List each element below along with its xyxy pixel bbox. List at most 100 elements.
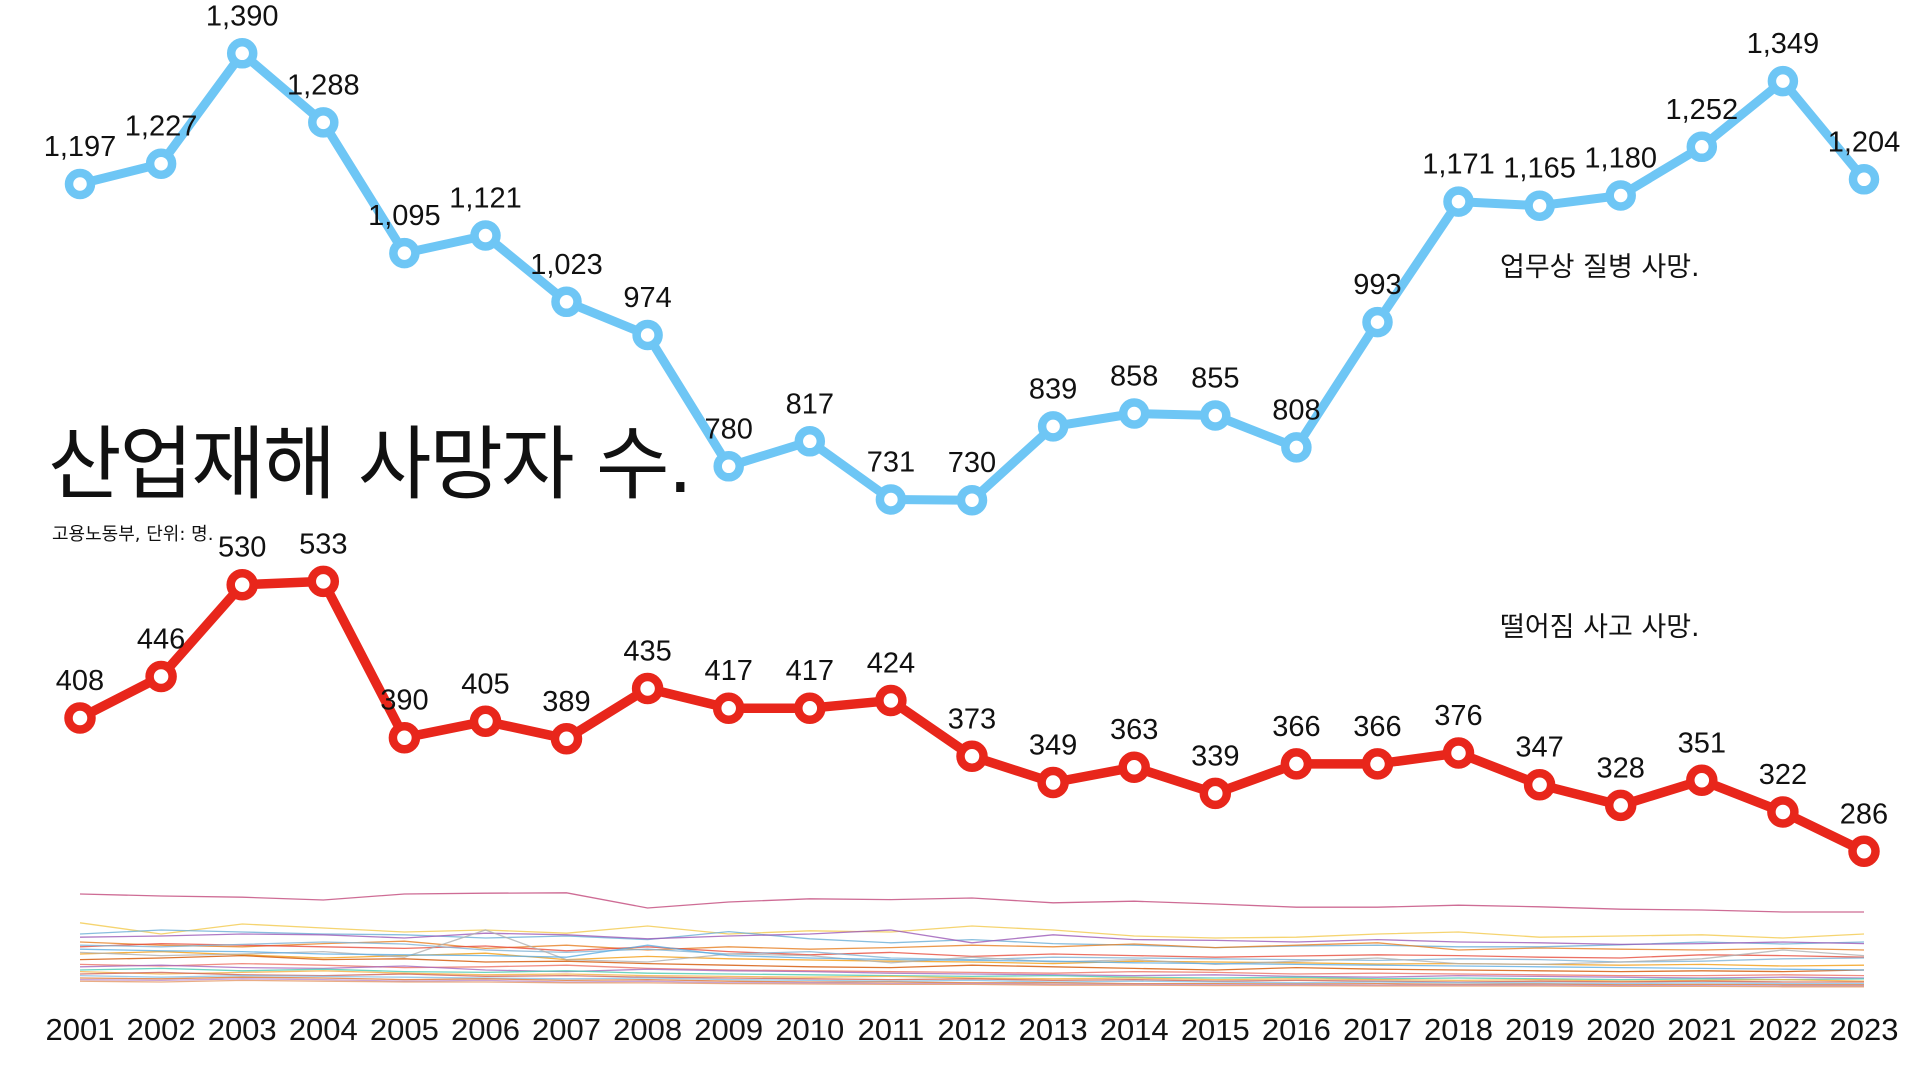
data-label: 366 <box>1353 711 1401 743</box>
data-label: 373 <box>948 703 996 735</box>
data-label: 435 <box>623 636 671 668</box>
data-label: 1,349 <box>1747 28 1820 60</box>
background-lines <box>79 892 1865 988</box>
data-point <box>388 721 421 754</box>
data-point <box>1118 751 1150 783</box>
background-line <box>79 942 1865 959</box>
data-label: 1,197 <box>44 131 117 163</box>
data-point <box>307 565 340 598</box>
background-line <box>79 967 1865 981</box>
background-line <box>79 929 1865 946</box>
data-label: 363 <box>1110 714 1158 746</box>
data-label: 1,180 <box>1584 143 1657 175</box>
data-label: 405 <box>461 668 509 700</box>
x-tick-label: 2022 <box>1748 1012 1817 1047</box>
background-line <box>79 950 1865 967</box>
background-line <box>79 970 1865 982</box>
x-tick-label: 2002 <box>127 1012 196 1047</box>
data-point <box>145 148 177 179</box>
x-tick-label: 2007 <box>532 1012 601 1047</box>
x-tick-label: 2017 <box>1343 1012 1412 1047</box>
data-point <box>875 684 907 717</box>
x-tick-label: 2009 <box>694 1012 763 1047</box>
x-tick-label: 2018 <box>1424 1012 1493 1047</box>
data-label: 339 <box>1191 740 1239 772</box>
x-tick-label: 2012 <box>938 1012 1007 1047</box>
x-tick-label: 2008 <box>613 1012 682 1047</box>
data-label: 974 <box>623 282 671 314</box>
data-label: 1,390 <box>206 0 279 32</box>
data-point <box>226 568 258 601</box>
data-point <box>1361 748 1394 780</box>
data-point <box>1281 432 1312 463</box>
background-line <box>79 892 1864 913</box>
data-label: 424 <box>867 648 915 680</box>
data-point <box>469 705 502 738</box>
data-point <box>1200 400 1231 431</box>
data-label: 730 <box>948 447 996 479</box>
background-line <box>79 964 1865 979</box>
data-label: 1,095 <box>368 200 441 232</box>
data-label: 731 <box>867 447 915 479</box>
x-axis: 2001 2002 2003 2004 2005 2006 2007 2008 2009 2010… <box>46 1012 1899 1047</box>
data-point <box>956 484 988 516</box>
data-label: 1,204 <box>1828 126 1901 158</box>
data-label: 993 <box>1353 269 1401 301</box>
data-label: 417 <box>786 655 834 687</box>
x-tick-label: 2004 <box>289 1012 358 1047</box>
data-label: 446 <box>137 624 185 656</box>
data-point <box>145 660 177 693</box>
data-label: 808 <box>1272 394 1320 426</box>
data-label: 366 <box>1272 711 1320 743</box>
data-point <box>64 702 96 734</box>
background-line <box>79 922 1865 939</box>
background-line <box>79 940 1865 951</box>
chart-source: 고용노동부, 단위: 명. <box>52 524 214 545</box>
data-point <box>794 692 826 724</box>
x-tick-label: 2015 <box>1181 1012 1250 1047</box>
data-label: 1,227 <box>125 111 198 143</box>
x-tick-label: 2014 <box>1100 1012 1169 1047</box>
data-label: 858 <box>1110 361 1158 393</box>
x-tick-label: 2021 <box>1667 1012 1736 1047</box>
data-label: 376 <box>1434 700 1482 732</box>
data-point <box>1605 180 1636 211</box>
background-line <box>79 941 1865 963</box>
data-point <box>712 692 745 724</box>
data-label: 389 <box>542 686 590 718</box>
data-point <box>956 740 988 773</box>
data-point <box>1767 796 1799 828</box>
data-label: 533 <box>299 528 347 560</box>
data-label: 817 <box>786 388 834 420</box>
x-tick-label: 2010 <box>775 1012 844 1047</box>
x-tick-label: 2019 <box>1505 1012 1574 1047</box>
data-point <box>1037 411 1069 442</box>
data-label: 408 <box>56 665 104 697</box>
data-point <box>713 451 744 482</box>
data-label: 347 <box>1515 732 1563 764</box>
data-point <box>1118 398 1150 429</box>
x-tick-label: 2011 <box>858 1012 925 1047</box>
x-tick-label: 2013 <box>1019 1012 1088 1047</box>
data-label: 1,171 <box>1422 149 1495 181</box>
data-point <box>64 168 96 200</box>
data-point <box>794 426 826 457</box>
x-tick-label: 2003 <box>208 1012 277 1047</box>
data-label: 855 <box>1191 363 1239 395</box>
data-point <box>1604 789 1637 822</box>
background-line <box>79 976 1864 986</box>
data-label: 390 <box>380 685 428 717</box>
legend-label-occupational-disease: 업무상 질병 사망. <box>1500 252 1700 283</box>
data-point <box>470 220 501 251</box>
data-point <box>550 723 583 755</box>
x-tick-label: 2001 <box>46 1012 115 1047</box>
data-point <box>1280 748 1313 780</box>
data-point <box>1767 65 1799 97</box>
data-label: 328 <box>1597 752 1645 784</box>
data-point <box>226 38 258 69</box>
background-line <box>79 978 1864 987</box>
legend-label-fall-accident: 떨어짐 사고 사망. <box>1500 612 1700 643</box>
data-point <box>1199 777 1232 810</box>
data-label: 349 <box>1029 730 1077 762</box>
